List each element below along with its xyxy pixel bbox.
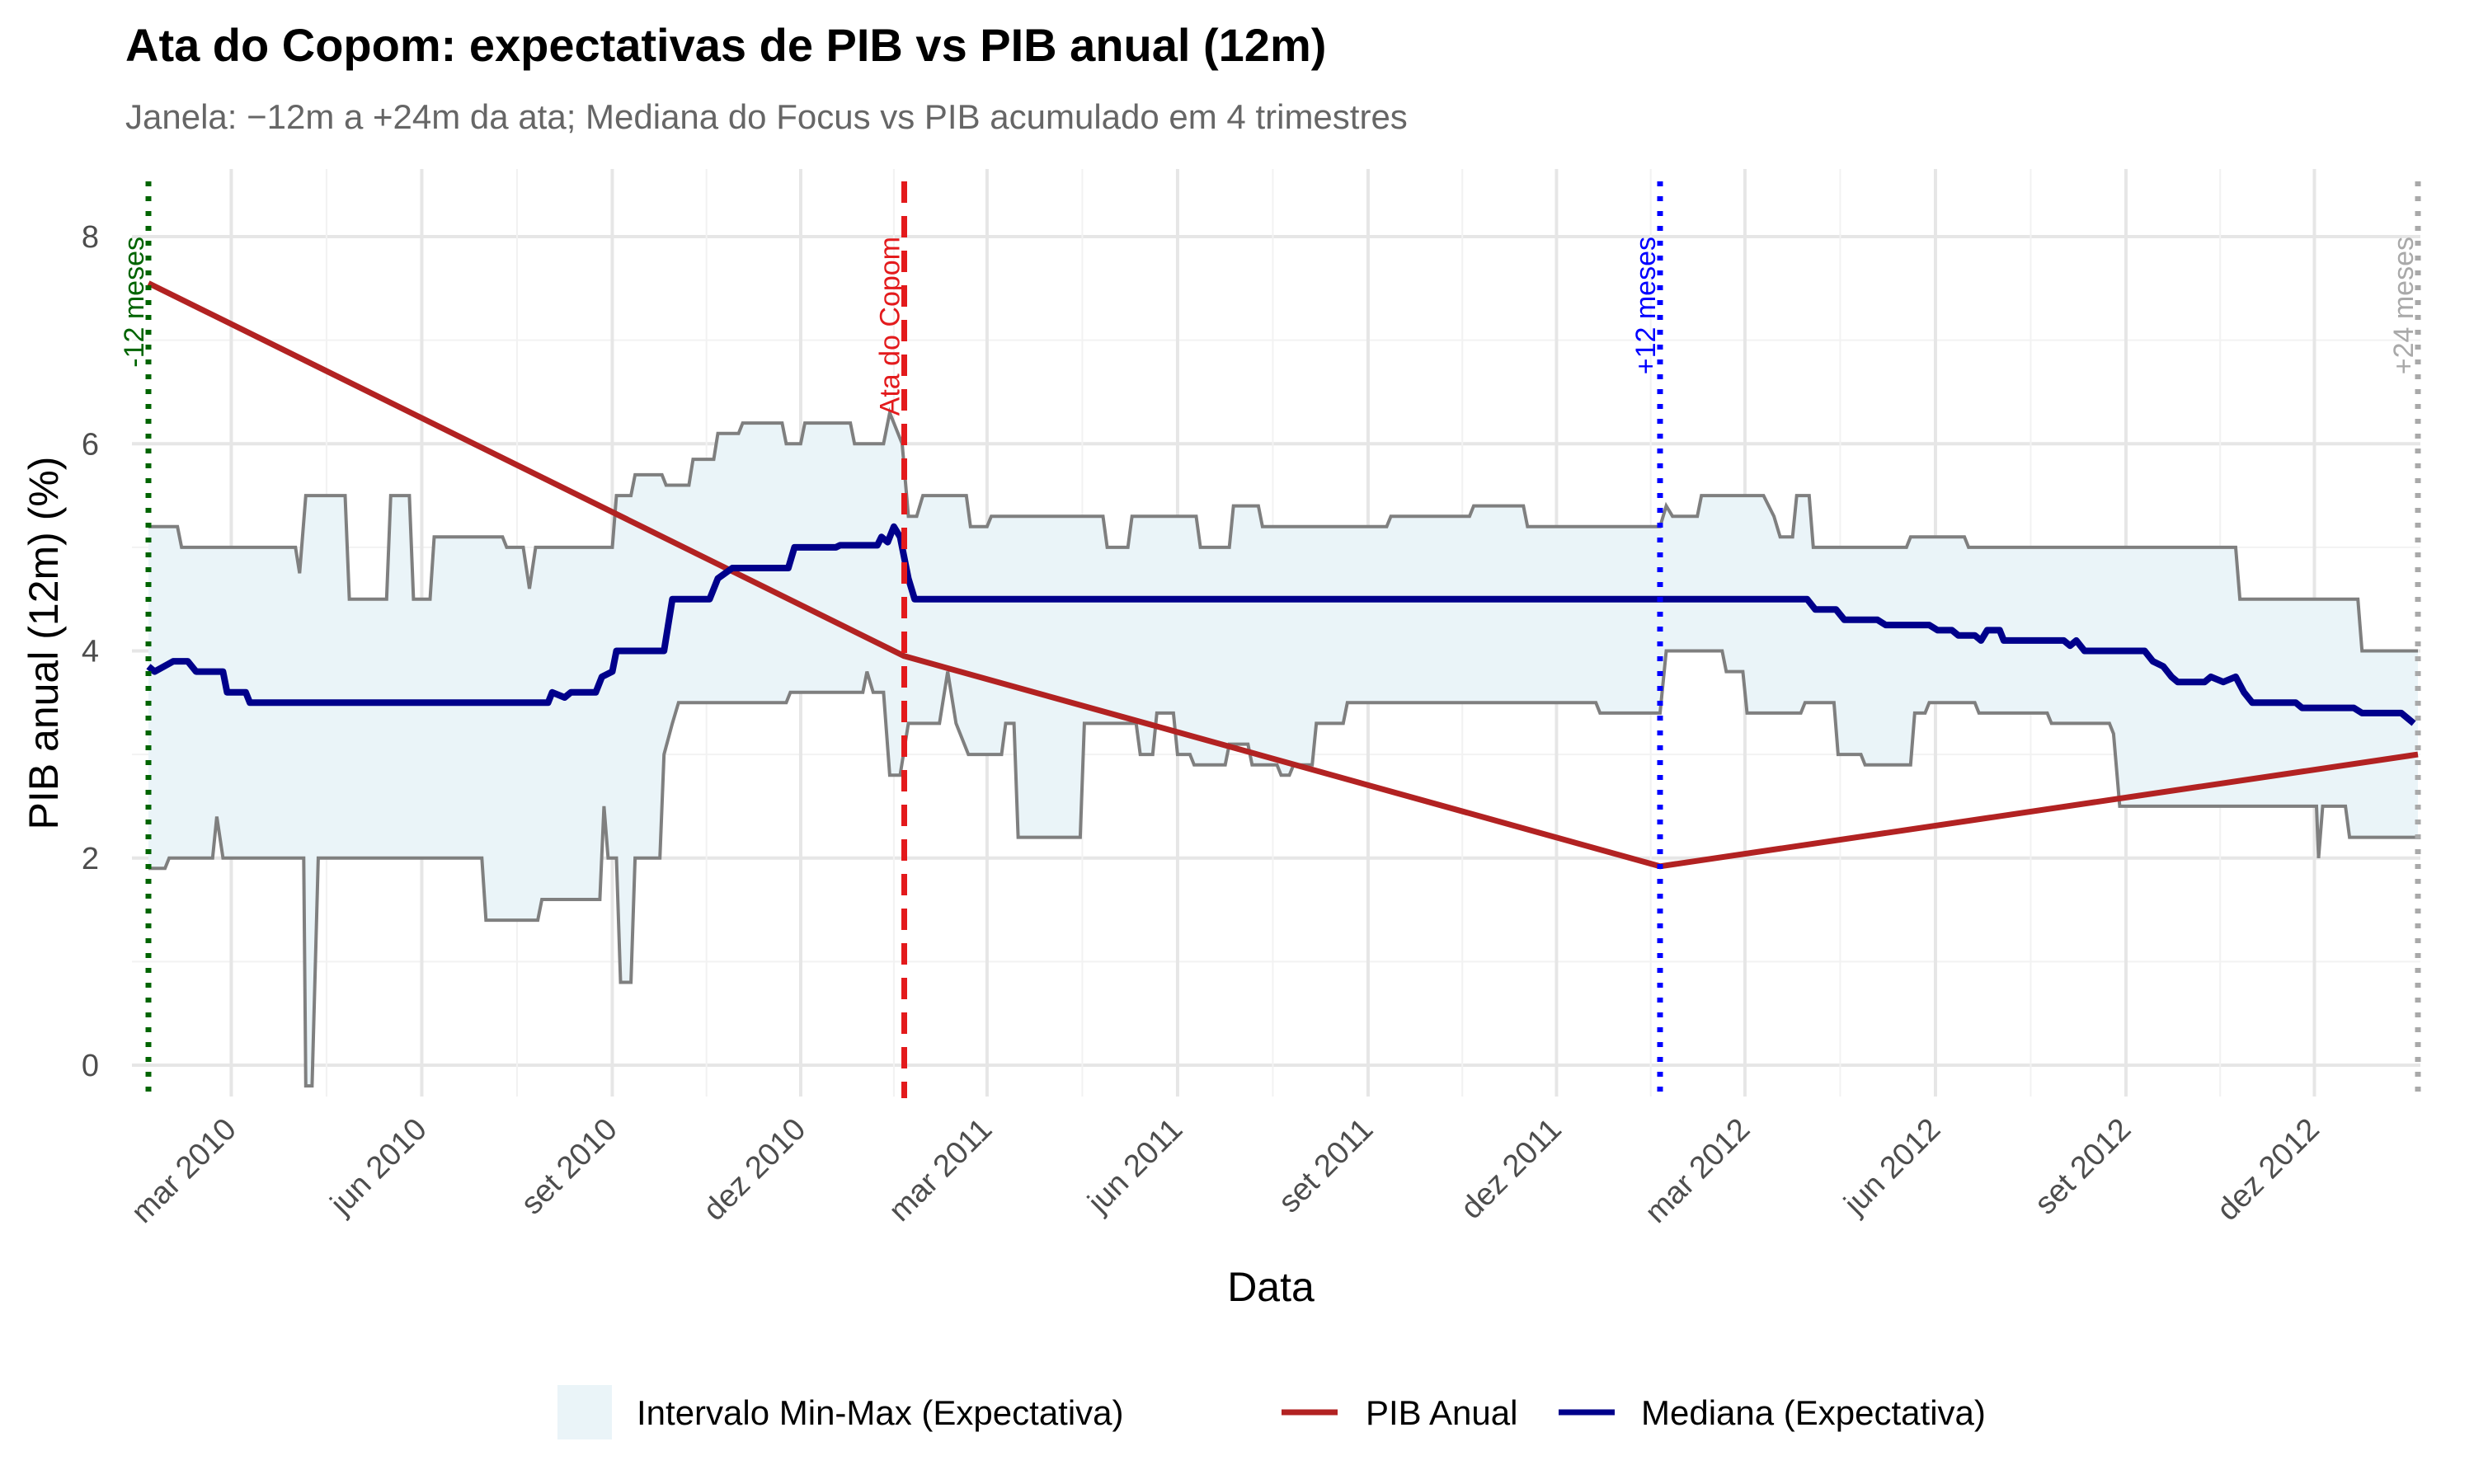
- x-tick-label: dez 2012: [2211, 1112, 2326, 1228]
- min-max-band: [148, 406, 2418, 1088]
- legend-pib-label: PIB Anual: [1366, 1393, 1517, 1432]
- ata-copom-label: Ata do Copom: [874, 237, 905, 416]
- x-tick-label: jun 2012: [1837, 1112, 1948, 1223]
- x-tick-label: set 2012: [2029, 1112, 2138, 1222]
- x-tick-label: dez 2011: [1455, 1112, 1569, 1226]
- y-axis-title: PIB anual (12m) (%): [21, 457, 67, 830]
- y-tick-label: 6: [82, 427, 99, 462]
- plus-24-label: +24 meses: [2388, 237, 2420, 374]
- y-tick-label: 0: [82, 1049, 99, 1083]
- chart-subtitle: Janela: −12m a +24m da ata; Mediana do F…: [125, 97, 1408, 136]
- reference-lines: -12 meses Ata do Copom +12 meses +24 meses: [119, 181, 2421, 1098]
- x-tick-label: mar 2012: [1639, 1112, 1757, 1230]
- series-lines: [146, 280, 2419, 870]
- pib-anual-line: [147, 280, 2419, 870]
- band-upper-line: [148, 406, 2418, 653]
- plus-12-label: +12 meses: [1630, 237, 1662, 374]
- band-area: [148, 412, 2418, 1087]
- mediana-line: [146, 523, 2416, 726]
- x-tick-label: mar 2010: [125, 1112, 243, 1230]
- y-tick-label: 2: [82, 842, 99, 876]
- y-tick-label: 8: [82, 220, 99, 255]
- x-tick-label: mar 2011: [882, 1112, 999, 1228]
- x-tick-label: dez 2010: [697, 1112, 812, 1228]
- minus-12-label: -12 meses: [119, 237, 150, 368]
- legend-median-label: Mediana (Expectativa): [1641, 1393, 1986, 1432]
- x-tick-label: jun 2011: [1081, 1112, 1190, 1221]
- x-axis-title: Data: [1227, 1264, 1315, 1310]
- legend: Intervalo Min-Max (Expectativa) PIB Anua…: [557, 1385, 1986, 1439]
- x-tick-label: set 2010: [515, 1112, 624, 1222]
- legend-band-swatch: [557, 1385, 612, 1439]
- x-tick-label: jun 2010: [323, 1112, 434, 1223]
- band-lower-line: [148, 649, 2418, 1088]
- legend-band-label: Intervalo Min-Max (Expectativa): [637, 1393, 1124, 1432]
- chart-title: Ata do Copom: expectativas de PIB vs PIB…: [125, 19, 1327, 71]
- y-tick-label: 4: [82, 635, 99, 669]
- x-tick-label: set 2011: [1272, 1112, 1380, 1220]
